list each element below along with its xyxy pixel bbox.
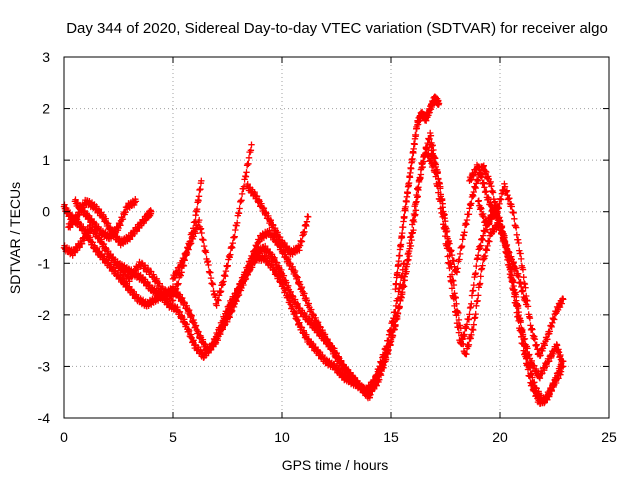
y-tick-label: -2 bbox=[38, 307, 51, 323]
x-axis-label: GPS time / hours bbox=[282, 457, 389, 473]
x-tick-label: 15 bbox=[383, 429, 399, 445]
marker-path bbox=[243, 180, 312, 258]
marker-path bbox=[475, 197, 567, 382]
series-trace-4 bbox=[71, 196, 140, 243]
x-tick-label: 20 bbox=[492, 429, 508, 445]
plot-area bbox=[60, 93, 567, 407]
y-tick-label: 2 bbox=[42, 101, 50, 117]
marker-path bbox=[169, 141, 255, 309]
series-trace-12 bbox=[475, 197, 567, 382]
x-tick-label: 10 bbox=[274, 429, 290, 445]
y-tick-label: 3 bbox=[42, 49, 50, 65]
series-trace-3 bbox=[65, 196, 155, 249]
marker-path bbox=[71, 196, 140, 243]
x-axis-ticks: 0 5 10 15 20 25 bbox=[60, 57, 617, 445]
plot-frame bbox=[63, 56, 610, 419]
x-tick-label: 5 bbox=[169, 429, 177, 445]
y-axis-label: SDTVAR / TECUs bbox=[7, 182, 23, 294]
marker-path bbox=[466, 161, 567, 359]
y-tick-label: -1 bbox=[38, 255, 51, 271]
series-trace-7 bbox=[217, 242, 408, 402]
marker-path bbox=[217, 242, 408, 402]
marker-path bbox=[65, 196, 155, 249]
y-axis-ticks: -4 -3 -2 -1 0 1 2 3 bbox=[38, 49, 609, 426]
series-trace-8 bbox=[243, 180, 312, 258]
series-trace-6 bbox=[169, 141, 255, 309]
chart-title: Day 344 of 2020, Sidereal Day-to-day VTE… bbox=[66, 20, 608, 37]
y-tick-label: -4 bbox=[38, 410, 51, 426]
y-tick-label: 1 bbox=[42, 152, 50, 168]
x-tick-label: 0 bbox=[60, 429, 68, 445]
series-trace-9 bbox=[392, 93, 443, 293]
x-tick-label: 25 bbox=[601, 429, 617, 445]
y-tick-label: -3 bbox=[38, 358, 51, 374]
series-trace-11 bbox=[466, 161, 567, 359]
y-tick-label: 0 bbox=[42, 204, 50, 220]
marker-path bbox=[392, 93, 443, 293]
